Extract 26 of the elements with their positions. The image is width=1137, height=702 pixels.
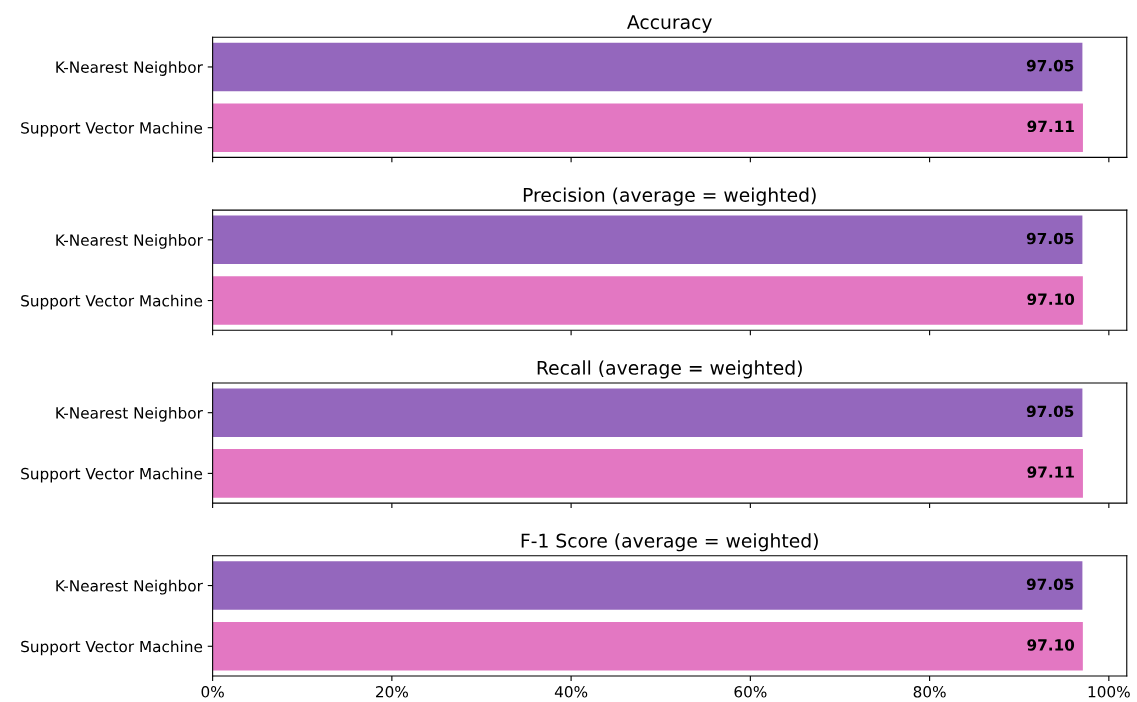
x-tick-label: 100% <box>1088 686 1130 698</box>
y-tick-label: Support Vector Machine <box>21 640 203 656</box>
data-label: 97.05 <box>1026 232 1074 245</box>
data-label: 97.10 <box>1027 293 1075 305</box>
y-tick-label: K-Nearest Neighbor <box>56 579 203 595</box>
data-label: 97.11 <box>1027 466 1074 478</box>
chart-title: Recall (average = weighted) <box>537 360 802 379</box>
data-label: 97.05 <box>1026 59 1074 72</box>
chart-title: F-1 Score (average = weighted) <box>521 533 818 552</box>
chart-title: Precision (average = weighted) <box>523 187 816 206</box>
y-tick-label: K-Nearest Neighbor <box>56 234 203 249</box>
y-tick-label: K-Nearest Neighbor <box>56 61 203 76</box>
y-tick-label: Support Vector Machine <box>21 467 203 483</box>
data-label: 97.10 <box>1027 639 1075 651</box>
data-label: 97.05 <box>1026 578 1074 590</box>
chart-title: Accuracy <box>627 15 712 33</box>
x-tick-label: 80% <box>913 686 946 698</box>
x-tick-label: 60% <box>734 686 767 698</box>
y-tick-label: Support Vector Machine <box>21 294 203 310</box>
y-tick-label: K-Nearest Neighbor <box>56 406 203 422</box>
x-tick-label: 20% <box>376 686 408 698</box>
x-tick-label: 0% <box>201 686 224 698</box>
data-label: 97.11 <box>1027 120 1074 133</box>
data-label: 97.05 <box>1026 405 1074 418</box>
y-tick-label: Support Vector Machine <box>21 121 203 137</box>
x-tick-label: 40% <box>554 686 588 698</box>
